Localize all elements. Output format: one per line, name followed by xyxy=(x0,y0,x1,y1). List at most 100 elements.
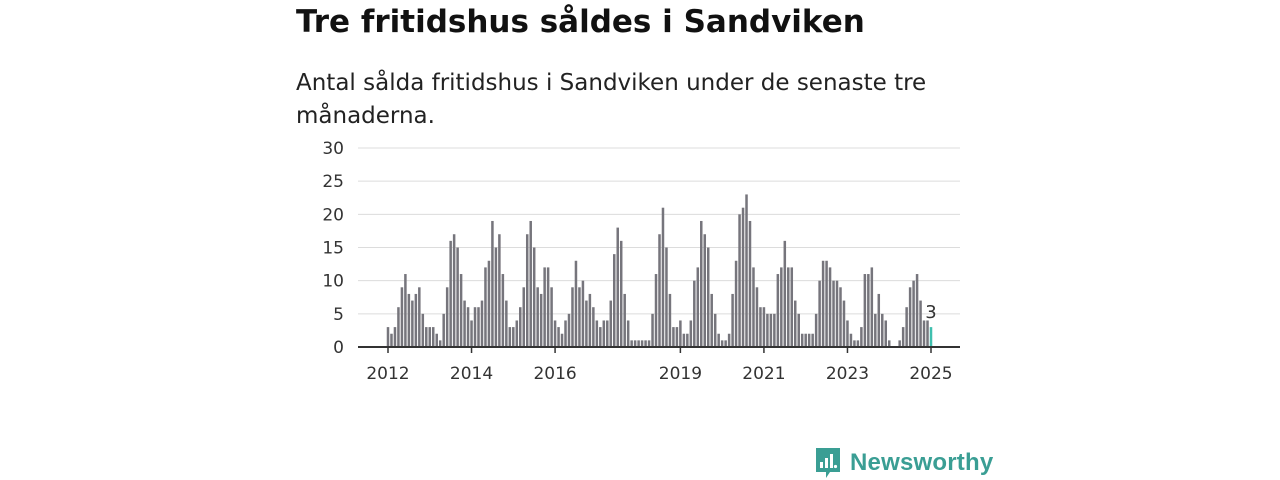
bar xyxy=(386,327,390,347)
bar xyxy=(901,327,905,347)
bar xyxy=(532,247,536,347)
bar xyxy=(661,207,665,347)
bar xyxy=(797,313,800,347)
bar xyxy=(431,327,435,347)
bar xyxy=(404,274,407,347)
bar xyxy=(651,313,654,347)
bar xyxy=(908,287,912,347)
bar xyxy=(654,274,658,347)
bar xyxy=(647,340,651,347)
bar xyxy=(787,267,790,347)
bar xyxy=(727,333,731,347)
bar xyxy=(738,214,741,347)
bar xyxy=(759,307,762,347)
bar xyxy=(734,260,738,347)
bar xyxy=(445,287,449,347)
bar xyxy=(567,313,571,347)
bar xyxy=(644,340,647,347)
bar xyxy=(919,300,922,347)
bar xyxy=(438,340,442,347)
bar xyxy=(658,234,661,347)
bar xyxy=(884,320,888,347)
bar xyxy=(898,340,901,347)
bar xyxy=(435,333,438,347)
bar xyxy=(498,234,501,347)
bar xyxy=(713,313,717,347)
bar xyxy=(425,327,428,347)
bar xyxy=(849,333,853,347)
bar xyxy=(877,293,881,347)
data-label-latest: 3 xyxy=(925,302,936,323)
bar xyxy=(508,327,512,347)
bar xyxy=(769,313,773,347)
bar xyxy=(863,274,867,347)
bar xyxy=(501,274,505,347)
bar xyxy=(602,320,606,347)
bar xyxy=(814,313,818,347)
bar xyxy=(825,260,828,347)
bar xyxy=(571,287,574,347)
bar xyxy=(679,320,682,347)
bar xyxy=(491,220,494,347)
bar xyxy=(922,320,926,347)
bar xyxy=(616,227,619,347)
bar xyxy=(411,300,414,347)
chart-title: Tre fritidshus såldes i Sandviken xyxy=(296,4,865,40)
bar xyxy=(536,287,539,347)
bar xyxy=(710,293,713,347)
bar xyxy=(539,293,543,347)
bar xyxy=(515,320,519,347)
bar xyxy=(720,340,724,347)
y-tick-label: 5 xyxy=(333,305,344,325)
bar xyxy=(839,287,842,347)
bar xyxy=(560,333,564,347)
bar xyxy=(696,267,700,347)
bar xyxy=(905,307,908,347)
brand-name: Newsworthy xyxy=(850,449,994,476)
bar xyxy=(675,327,679,347)
bar xyxy=(842,300,846,347)
bar xyxy=(731,293,734,347)
bar xyxy=(745,194,748,347)
y-tick-label: 20 xyxy=(322,205,344,225)
bar xyxy=(557,327,560,347)
bar xyxy=(748,220,752,347)
bar xyxy=(512,327,515,347)
bar xyxy=(821,260,825,347)
bar xyxy=(926,320,929,347)
bar xyxy=(390,333,393,347)
bar xyxy=(466,307,470,347)
bar xyxy=(418,287,421,347)
bar xyxy=(682,333,686,347)
bar xyxy=(574,260,578,347)
bar xyxy=(546,267,550,347)
bar xyxy=(790,267,794,347)
x-tick-label: 2025 xyxy=(909,364,952,384)
bar xyxy=(887,340,891,347)
bar xyxy=(393,327,397,347)
bar xyxy=(525,234,529,347)
bar xyxy=(752,267,755,347)
bar xyxy=(703,234,707,347)
bar xyxy=(519,307,522,347)
bar xyxy=(449,240,452,347)
bar xyxy=(717,333,720,347)
bar xyxy=(619,240,623,347)
bar xyxy=(581,280,585,347)
bar-highlight xyxy=(929,327,933,347)
bar xyxy=(776,274,780,347)
brand-logo: Newsworthy xyxy=(814,446,993,480)
bar xyxy=(599,327,602,347)
bar xyxy=(665,247,668,347)
bar xyxy=(585,300,588,347)
bar xyxy=(609,300,613,347)
bar xyxy=(456,247,459,347)
bar xyxy=(811,333,814,347)
bar xyxy=(755,287,759,347)
chart-subtitle: Antal sålda fritidshus i Sandviken under… xyxy=(296,70,927,129)
bar xyxy=(881,313,884,347)
bar xyxy=(588,293,592,347)
bar xyxy=(407,293,411,347)
bar xyxy=(828,267,832,347)
bar xyxy=(856,340,860,347)
